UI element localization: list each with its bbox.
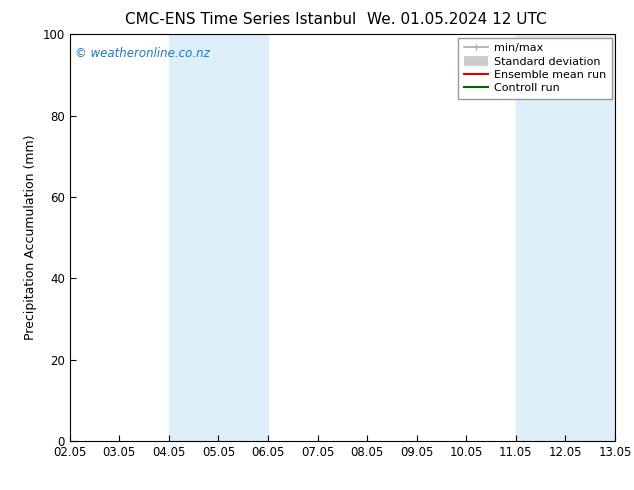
Text: © weatheronline.co.nz: © weatheronline.co.nz [75,47,210,59]
Bar [169,34,268,441]
Legend: min/max, Standard deviation, Ensemble mean run, Controll run: min/max, Standard deviation, Ensemble me… [458,38,612,99]
Bar [516,34,615,441]
Y-axis label: Precipitation Accumulation (mm): Precipitation Accumulation (mm) [24,135,37,341]
Text: We. 01.05.2024 12 UTC: We. 01.05.2024 12 UTC [366,12,547,27]
Text: CMC-ENS Time Series Istanbul: CMC-ENS Time Series Istanbul [126,12,356,27]
